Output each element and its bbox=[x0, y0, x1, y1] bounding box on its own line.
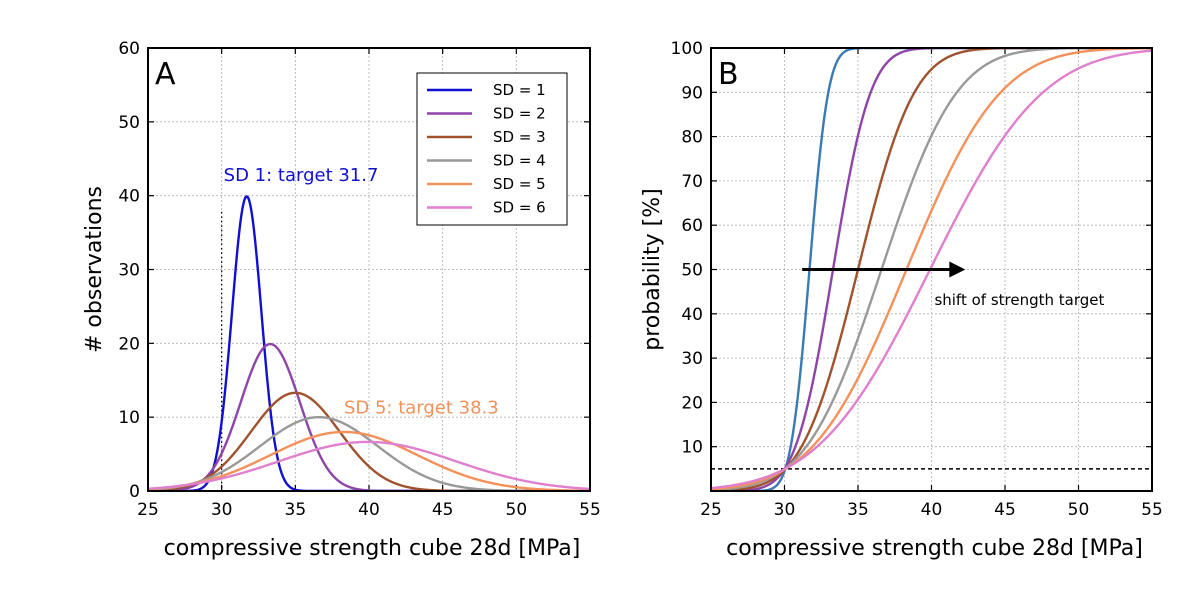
y-tick-label: 40 bbox=[118, 187, 140, 207]
panel-a: 25 30 35 40 45 50 55 0 10 20 30 40 50 60 Acompressive … bbox=[82, 39, 601, 561]
annotation-sd5-target: SD 5: target 38.3 bbox=[344, 397, 499, 418]
x-tick-label: 50 bbox=[506, 500, 528, 520]
panel-label: B bbox=[718, 57, 739, 92]
series-line-sd-3 bbox=[148, 391, 590, 491]
plot-frame bbox=[710, 47, 1153, 492]
y-tick-label: 30 bbox=[118, 261, 140, 281]
x-tick-label: 55 bbox=[1141, 500, 1163, 520]
plot-frame bbox=[147, 47, 591, 492]
x-tick-label: 40 bbox=[921, 500, 943, 520]
x-tick-label: 45 bbox=[432, 500, 454, 520]
x-tick-label: 35 bbox=[285, 500, 307, 520]
x-tick-label: 35 bbox=[847, 500, 869, 520]
y-tick-label: 10 bbox=[118, 408, 140, 428]
legend: SD = 1 SD = 2 SD = 3 SD = 4 SD = 5 SD = 6 bbox=[416, 72, 568, 226]
y-tick-label: 40 bbox=[681, 305, 703, 325]
y-tick-label: 80 bbox=[681, 128, 703, 148]
x-tick-label: 55 bbox=[579, 500, 601, 520]
x-tick-label: 30 bbox=[211, 500, 233, 520]
legend-label-sd-3: SD = 3 bbox=[493, 128, 546, 146]
annotation-shift-target: shift of strength target bbox=[934, 291, 1104, 309]
y-tick-label: 0 bbox=[129, 482, 140, 502]
x-tick-label: 25 bbox=[700, 500, 722, 520]
x-tick-label: 45 bbox=[994, 500, 1016, 520]
legend-label-sd-4: SD = 4 bbox=[493, 152, 546, 170]
series-line-sd-6 bbox=[148, 440, 590, 491]
legend-label-sd-2: SD = 2 bbox=[493, 105, 546, 123]
x-tick-label: 50 bbox=[1068, 500, 1090, 520]
x-axis-label: compressive strength cube 28d [MPa] bbox=[164, 536, 581, 561]
x-axis-label: compressive strength cube 28d [MPa] bbox=[726, 536, 1143, 561]
y-tick-label: 50 bbox=[118, 113, 140, 133]
series-line-sd-5 bbox=[148, 430, 590, 491]
y-tick-label: 10 bbox=[681, 438, 703, 458]
annotation-sd1-target: SD 1: target 31.7 bbox=[224, 165, 379, 186]
panel-b: 25 30 35 40 45 50 55 10 20 30 40 50 60 70 80 90 100 Bcomp… bbox=[640, 39, 1163, 561]
y-tick-label: 20 bbox=[681, 393, 703, 413]
y-tick-label: 60 bbox=[681, 216, 703, 236]
y-tick-label: 30 bbox=[681, 349, 703, 369]
y-tick-label: 20 bbox=[118, 334, 140, 354]
x-tick-label: 25 bbox=[137, 500, 159, 520]
y-tick-label: 100 bbox=[671, 39, 703, 59]
panel-label: A bbox=[155, 57, 176, 92]
y-tick-label: 70 bbox=[681, 172, 703, 192]
legend-label-sd-5: SD = 5 bbox=[493, 175, 546, 193]
series-line-sd-6 bbox=[711, 49, 1152, 490]
legend-label-sd-1: SD = 1 bbox=[493, 81, 546, 99]
y-tick-label: 90 bbox=[681, 83, 703, 103]
legend-box bbox=[416, 72, 568, 226]
y-tick-label: 50 bbox=[681, 261, 703, 281]
y-axis-label: # observations bbox=[82, 186, 107, 353]
y-axis-label: probability [%] bbox=[640, 188, 665, 350]
y-tick-label: 60 bbox=[118, 39, 140, 59]
x-tick-label: 30 bbox=[774, 500, 796, 520]
shift-arrow-head bbox=[949, 261, 966, 278]
legend-label-sd-6: SD = 6 bbox=[493, 199, 546, 217]
x-tick-label: 40 bbox=[358, 500, 380, 520]
series-line-sd-1 bbox=[148, 195, 590, 491]
